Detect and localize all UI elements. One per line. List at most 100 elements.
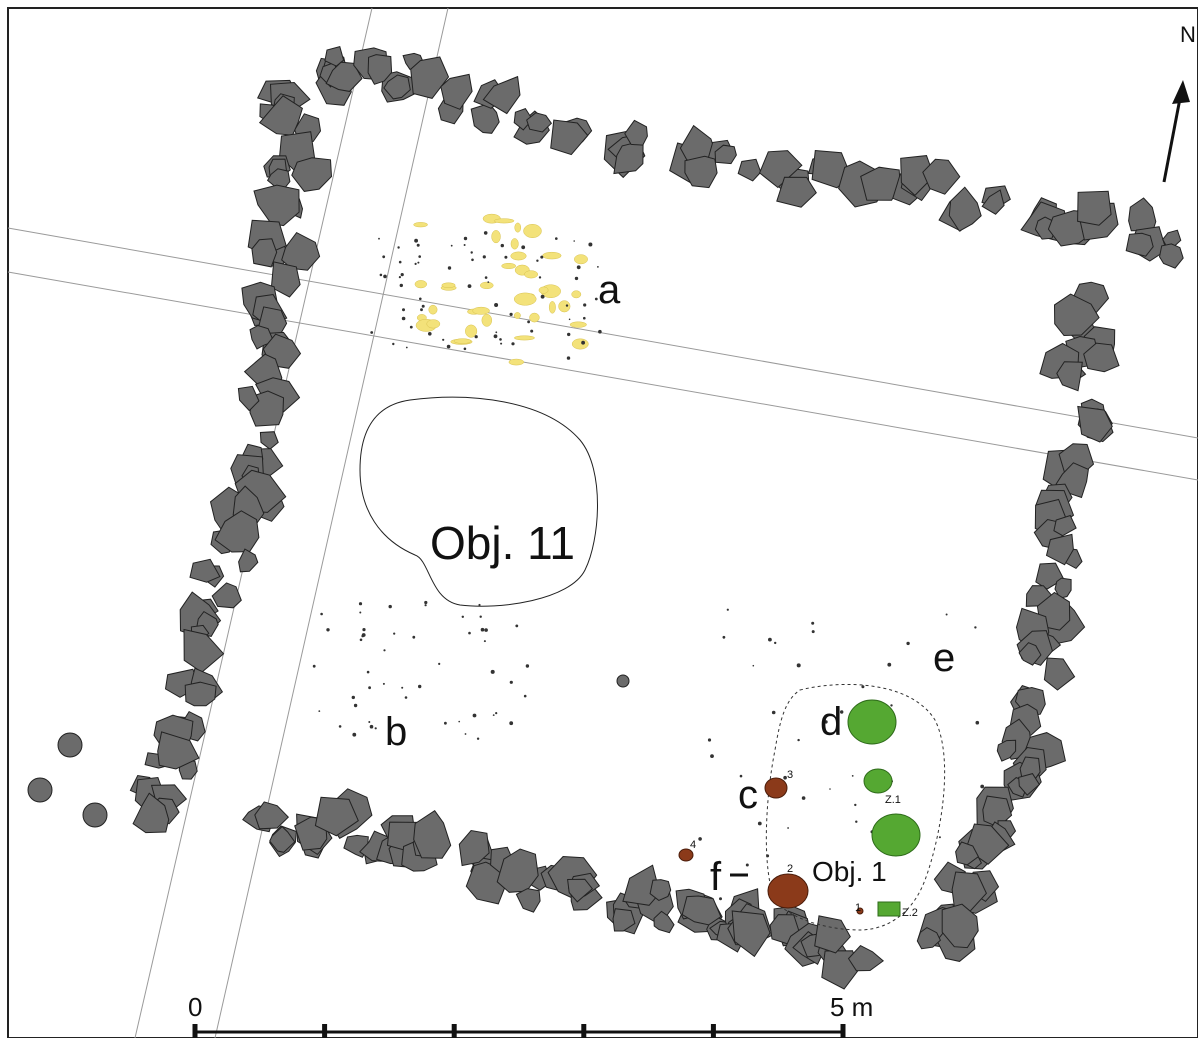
- wall-stone: [413, 810, 452, 859]
- find-dot: [420, 308, 423, 312]
- label-c-num: 3: [787, 769, 794, 781]
- find-dot: [464, 733, 467, 735]
- find-dot: [417, 261, 420, 264]
- find-dot: [424, 600, 428, 605]
- find-dot: [382, 255, 386, 259]
- wall-stone: [948, 186, 982, 232]
- find-dot: [400, 273, 404, 277]
- hearth-d: [847, 699, 897, 745]
- find-dot: [404, 696, 408, 699]
- find-dot: [583, 303, 587, 307]
- label-a: a: [598, 268, 621, 312]
- wall-stone: [269, 825, 296, 853]
- find-dot: [419, 297, 422, 301]
- find-dot: [487, 281, 490, 283]
- wall-stone: [132, 792, 170, 834]
- find-dot: [484, 628, 488, 632]
- yellow-find: [501, 262, 516, 269]
- hearth-large: [871, 813, 921, 857]
- obj1-outline: [765, 683, 946, 931]
- find-dot: [368, 686, 371, 690]
- find-dot: [718, 860, 721, 863]
- wall-stone: [653, 910, 675, 934]
- find-dot: [774, 641, 777, 645]
- find-dot: [398, 276, 401, 279]
- find-dot: [710, 754, 714, 758]
- find-dot: [745, 863, 749, 867]
- find-dot: [824, 720, 828, 724]
- find-dot: [458, 720, 461, 723]
- find-dot: [447, 266, 452, 270]
- wall-stone: [237, 385, 260, 412]
- find-dot: [494, 303, 499, 307]
- wall-stone: [270, 261, 301, 298]
- find-dot: [567, 332, 571, 337]
- grid-line: [7, 227, 1198, 439]
- find-dot: [369, 724, 374, 729]
- yellow-find: [508, 358, 525, 366]
- wall-stone: [900, 155, 935, 197]
- find-dot: [378, 237, 380, 240]
- wall-stone: [612, 908, 636, 932]
- find-dot: [484, 276, 488, 279]
- label-obj11: Obj. 11: [430, 517, 575, 569]
- find-dot: [527, 320, 530, 324]
- find-dot: [975, 720, 980, 725]
- north-label: N: [1180, 22, 1196, 47]
- label-d: d: [820, 700, 843, 744]
- wall-stone: [281, 231, 321, 271]
- north-arrow: [1162, 80, 1190, 183]
- find-dot: [500, 243, 504, 248]
- find-dot: [463, 236, 468, 241]
- find-dot: [399, 283, 403, 288]
- find-dot: [476, 737, 480, 740]
- wall-stone: [515, 888, 541, 913]
- find-dot: [467, 284, 472, 288]
- yellow-find: [414, 280, 428, 289]
- wall-stone: [259, 431, 279, 450]
- find-dot: [726, 608, 729, 611]
- grid-line: [7, 271, 1198, 481]
- find-dot: [362, 628, 366, 632]
- wall-stone: [157, 731, 200, 770]
- yellow-find: [548, 301, 556, 314]
- wall-stone: [184, 681, 217, 707]
- find-dot: [887, 662, 892, 667]
- wall-stone: [254, 801, 290, 830]
- find-dot: [861, 685, 865, 689]
- find-dot: [368, 721, 371, 723]
- wall-stone: [1054, 577, 1072, 599]
- find-dot: [855, 820, 858, 823]
- wall-stone: [916, 927, 942, 950]
- find-dot: [318, 710, 321, 712]
- wall-stone: [996, 739, 1017, 762]
- find-dot: [397, 246, 400, 249]
- find-dot: [478, 603, 481, 607]
- find-dot: [352, 732, 357, 737]
- find-dot: [707, 738, 712, 742]
- wall-stone: [776, 176, 817, 208]
- find-dot: [388, 604, 392, 609]
- grid-line: [214, 7, 449, 1038]
- yellow-find: [513, 292, 537, 306]
- yellow-find: [465, 324, 478, 338]
- find-dot: [906, 641, 910, 646]
- yellow-find: [491, 230, 501, 244]
- find-dot: [370, 331, 374, 334]
- find-dot: [450, 244, 453, 247]
- find-dot: [796, 663, 801, 668]
- find-dot: [338, 725, 342, 728]
- ochre-features: [678, 777, 864, 915]
- find-dot: [576, 265, 581, 270]
- find-dot: [945, 613, 948, 616]
- find-dot: [829, 788, 831, 790]
- wall-stone: [253, 184, 300, 227]
- find-dot: [428, 332, 432, 336]
- find-dot: [597, 266, 599, 268]
- label-z1: Z.1: [885, 794, 901, 806]
- find-dot: [811, 630, 815, 634]
- wall-stone: [291, 157, 333, 192]
- find-dot: [470, 251, 473, 254]
- find-dot: [797, 738, 800, 742]
- find-dot: [509, 680, 513, 684]
